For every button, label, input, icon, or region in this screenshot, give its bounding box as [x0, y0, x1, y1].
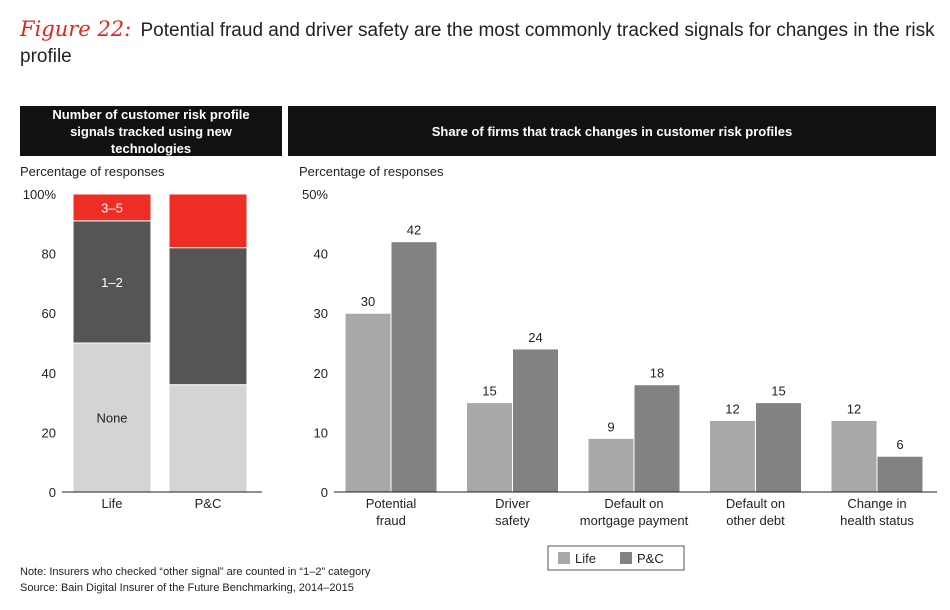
- left-ytick-label: 100%: [23, 187, 57, 202]
- grouped-bar: [344, 312, 392, 493]
- stacked-bar-segment: [72, 220, 152, 344]
- stacked-bar-segment: [72, 193, 152, 222]
- legend-swatch: [558, 552, 570, 564]
- bar-value-label: 15: [771, 384, 785, 399]
- right-ylabel: Percentage of responses: [299, 164, 444, 179]
- bar-value-label: 6: [896, 437, 903, 452]
- grouped-bar: [633, 384, 681, 493]
- segment-label: None: [96, 411, 127, 426]
- right-category-label: Change in: [847, 496, 906, 511]
- right-category-label: Default on: [604, 496, 663, 511]
- segment-label: 3–5: [101, 200, 123, 215]
- footnote-source: Source: Bain Digital Insurer of the Futu…: [20, 582, 354, 594]
- right-category-label: mortgage payment: [580, 513, 689, 528]
- legend-swatch: [620, 552, 632, 564]
- figure-title-text: Potential fraud and driver safety are th…: [20, 20, 935, 67]
- stacked-bar-segment: [168, 247, 248, 386]
- legend-box: [547, 545, 685, 571]
- grouped-bar: [830, 419, 878, 493]
- legend-label: P&C: [637, 551, 664, 566]
- stacked-bar-segment: [168, 193, 248, 249]
- figure-label: Figure 22:: [20, 17, 132, 41]
- right-category-label: fraud: [376, 513, 406, 528]
- left-category-label: P&C: [195, 496, 222, 511]
- bar-value-label: 42: [407, 223, 421, 238]
- left-ylabel: Percentage of responses: [20, 164, 165, 179]
- right-category-label: Driver: [495, 496, 530, 511]
- footnote-note: Note: Insurers who checked “other signal…: [20, 566, 371, 578]
- grouped-bar: [512, 348, 559, 493]
- bar-value-label: 24: [528, 330, 542, 345]
- bar-value-label: 30: [361, 294, 375, 309]
- right-category-label: health status: [840, 513, 914, 528]
- left-ytick-label: 20: [42, 425, 56, 440]
- left-panel-header-text: Number of customer risk profile signals …: [52, 106, 250, 156]
- right-ytick-label: 10: [314, 425, 328, 440]
- bar-value-label: 9: [607, 419, 614, 434]
- right-category-label: safety: [495, 513, 530, 528]
- right-ytick-label: 20: [314, 366, 328, 381]
- right-ytick-label: 50%: [302, 187, 328, 202]
- right-ytick-label: 0: [321, 485, 328, 500]
- left-panel-header: Number of customer risk profile signals …: [20, 106, 282, 156]
- right-category-label: other debt: [726, 513, 785, 528]
- right-category-label: Default on: [726, 496, 785, 511]
- right-ytick-label: 40: [314, 247, 328, 262]
- left-ytick-label: 40: [42, 366, 56, 381]
- grouped-bar: [709, 419, 756, 493]
- left-category-label: Life: [102, 496, 123, 511]
- grouped-bar: [587, 437, 635, 493]
- bar-value-label: 15: [482, 384, 496, 399]
- stacked-bar-segment: [168, 384, 248, 493]
- left-ytick-label: 60: [42, 306, 56, 321]
- segment-label: 1–2: [101, 275, 123, 290]
- bar-value-label: 12: [725, 401, 739, 416]
- left-ytick-label: 80: [42, 247, 56, 262]
- left-ytick-label: 0: [49, 485, 56, 500]
- bar-value-label: 18: [650, 366, 664, 381]
- grouped-bar: [390, 241, 438, 493]
- legend-label: Life: [575, 551, 596, 566]
- figure-title: Figure 22: Potential fraud and driver sa…: [20, 16, 935, 70]
- grouped-bar: [755, 402, 802, 493]
- grouped-bar: [466, 402, 513, 493]
- right-ytick-label: 30: [314, 306, 328, 321]
- right-category-label: Potential: [366, 496, 417, 511]
- bar-value-label: 12: [847, 401, 861, 416]
- grouped-bar: [876, 455, 924, 493]
- right-panel-header-text: Share of firms that track changes in cus…: [431, 123, 793, 139]
- right-panel-header: Share of firms that track changes in cus…: [288, 106, 936, 156]
